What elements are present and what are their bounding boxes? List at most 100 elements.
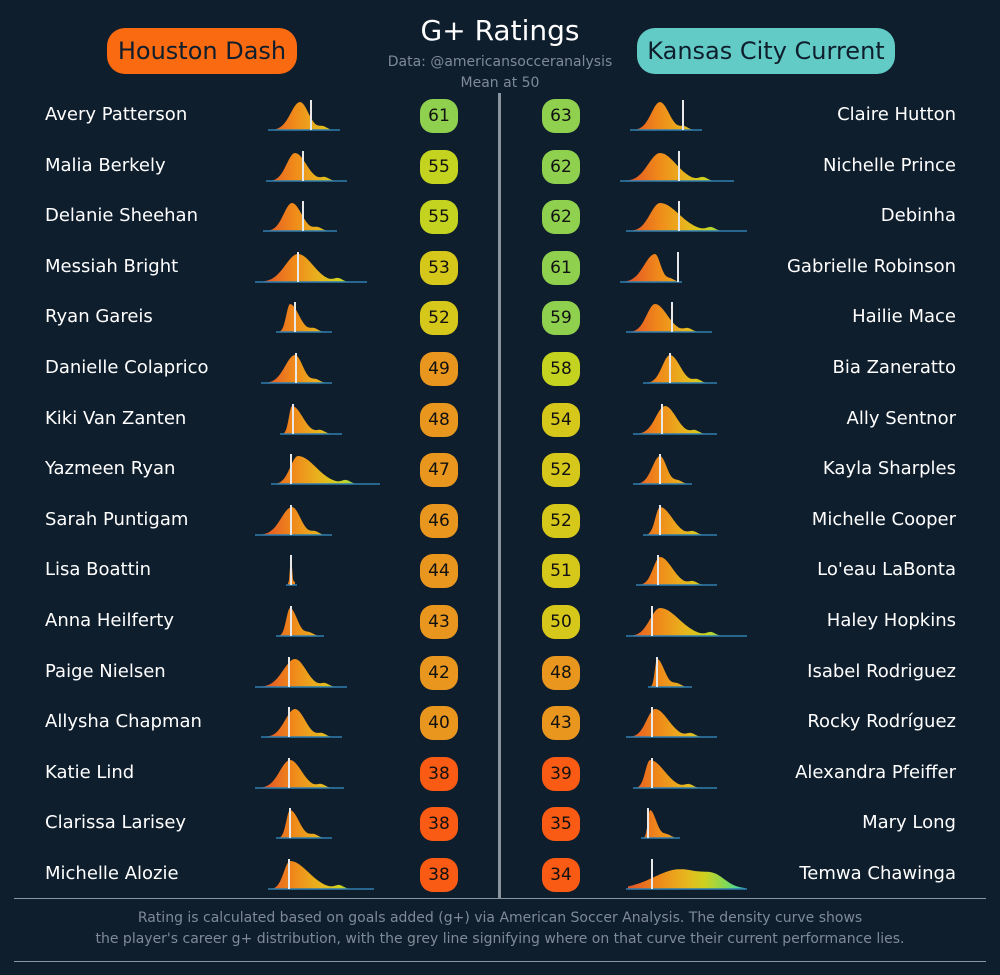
rating-badge: 54 xyxy=(542,402,580,437)
player-row: Yazmeen Ryan 47 xyxy=(0,450,1000,490)
player-row: Kiki Van Zanten 48 xyxy=(0,400,1000,440)
player-row: Lo'eau LaBonta 51 xyxy=(0,551,1000,591)
player-name: Ally Sentnor xyxy=(846,407,956,429)
density-area xyxy=(278,608,322,636)
density-area xyxy=(628,203,745,232)
player-name: Messiah Bright xyxy=(45,255,179,277)
player-row: Claire Hutton 63 xyxy=(0,96,1000,136)
density-curve xyxy=(620,251,682,283)
density-area xyxy=(628,709,715,738)
player-name: Katie Lind xyxy=(45,761,135,783)
player-name: Haley Hopkins xyxy=(826,610,956,631)
rating-badge: 38 xyxy=(420,858,458,892)
player-row: Rocky Rodríguez 43 xyxy=(0,703,1000,743)
density-curve xyxy=(268,859,374,890)
density-area xyxy=(643,810,678,839)
density-area xyxy=(257,759,342,788)
player-row: Lisa Boattin 44 xyxy=(0,551,1000,591)
rating-badge: 55 xyxy=(420,149,458,184)
team-label-kansas-city-current: Kansas City Current xyxy=(637,28,895,74)
player-name: Isabel Rodriguez xyxy=(807,660,956,682)
player-name: Paige Nielsen xyxy=(45,660,166,682)
density-area xyxy=(270,861,372,889)
rating-badge: 46 xyxy=(420,503,458,538)
mean-note: Mean at 50 xyxy=(460,75,540,91)
player-row: Ally Sentnor 54 xyxy=(0,400,1000,440)
density-curve xyxy=(255,251,367,283)
rating-badge: 39 xyxy=(542,756,580,791)
density-area xyxy=(638,557,715,586)
player-name: Gabrielle Robinson xyxy=(786,255,956,277)
player-name: Delanie Sheehan xyxy=(45,205,198,227)
player-name: Michelle Alozie xyxy=(45,863,179,884)
density-area xyxy=(632,102,700,130)
player-name: Clarissa Laris­ey xyxy=(45,812,187,834)
player-row: Delanie Sheehan 55 xyxy=(0,197,1000,237)
rating-badge: 49 xyxy=(420,352,458,386)
density-curve xyxy=(626,859,747,890)
rating-badge: 38 xyxy=(420,756,458,791)
density-area xyxy=(273,456,378,485)
density-curve xyxy=(626,201,747,232)
player-name: Kayla Sharples xyxy=(822,458,956,480)
player-row: Alexandra Pfeiffer 39 xyxy=(0,754,1000,794)
footer-divider-top xyxy=(14,898,986,899)
player-row: Anna Heilferty 43 xyxy=(0,602,1000,642)
player-row: Gabrielle Robinson 61 xyxy=(0,248,1000,288)
density-area xyxy=(278,304,330,333)
density-curve xyxy=(643,504,717,536)
density-area xyxy=(257,253,365,282)
density-area xyxy=(257,506,330,535)
rating-badge: 43 xyxy=(542,706,580,741)
rating-badge: 48 xyxy=(420,402,458,437)
rating-badge: 53 xyxy=(420,250,458,285)
player-row: Katie Lind 38 xyxy=(0,754,1000,794)
density-curve xyxy=(280,403,342,435)
player-row: Bia Zaneratto 58 xyxy=(0,349,1000,389)
player-name: Hailie Mace xyxy=(852,306,956,328)
player-name: Avery Patterson xyxy=(45,104,188,125)
rating-badge: 61 xyxy=(542,250,580,285)
player-name: Lisa Boattin xyxy=(45,559,152,581)
density-curve xyxy=(641,808,680,840)
player-name: Bia Zaneratto xyxy=(832,357,956,378)
player-name: Debinha xyxy=(880,205,956,227)
density-curve xyxy=(276,808,332,840)
footer-divider-bottom xyxy=(14,961,986,962)
player-name: Claire Hutton xyxy=(837,104,956,125)
player-row: Michelle Alozie 38 xyxy=(0,855,1000,895)
player-row: Danielle Colaprico 49 xyxy=(0,349,1000,389)
density-curve xyxy=(276,606,324,637)
density-curve xyxy=(261,353,332,384)
density-curve xyxy=(630,100,702,131)
density-area xyxy=(635,405,715,434)
player-row: Temwa Chawinga 34 xyxy=(0,855,1000,895)
rating-badge: 48 xyxy=(542,655,580,690)
rating-badge: 55 xyxy=(420,200,458,235)
density-curve xyxy=(626,707,717,738)
density-curve xyxy=(255,504,332,536)
center-divider xyxy=(498,93,501,898)
rating-badge: 47 xyxy=(420,453,458,488)
density-curve xyxy=(266,150,347,182)
footer-note: Rating is calculated based on goals adde… xyxy=(0,908,1000,950)
rating-badge: 52 xyxy=(542,503,580,538)
player-name: Malia Berkely xyxy=(45,154,166,176)
rating-badge: 59 xyxy=(542,301,580,336)
density-area xyxy=(265,203,335,232)
rating-badge: 44 xyxy=(420,554,458,589)
density-curve xyxy=(636,555,717,587)
player-name: Lo'eau LaBonta xyxy=(817,559,956,581)
player-row: Nichelle Prince 62 xyxy=(0,147,1000,187)
density-area xyxy=(257,658,345,687)
rating-badge: 40 xyxy=(420,706,458,741)
player-row: Avery Patterson 61 xyxy=(0,96,1000,136)
density-area xyxy=(645,506,715,535)
density-curve xyxy=(633,757,717,789)
density-curve xyxy=(626,302,712,334)
rating-badge: 43 xyxy=(420,605,458,639)
player-name: Ryan Gareis xyxy=(45,306,153,328)
player-name: Allysha Chapman xyxy=(45,711,202,733)
rating-badge: 61 xyxy=(420,99,458,133)
player-row: Haley Hopkins 50 xyxy=(0,602,1000,642)
